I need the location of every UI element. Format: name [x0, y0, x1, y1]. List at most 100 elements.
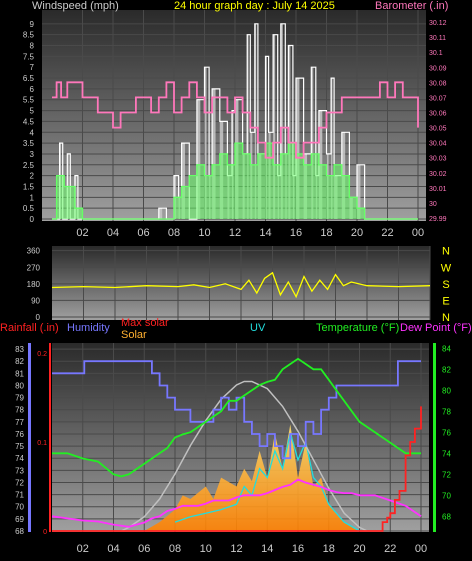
wind-x-tick-label: 00	[412, 227, 424, 239]
th-x-tick-label: 08	[169, 543, 181, 555]
wind-gust-bar	[158, 208, 163, 219]
humidity-y-tick-label: 77	[15, 418, 24, 427]
avg-wind-bar	[334, 164, 342, 219]
wind-baro-ticks: 02 04 06 08 10 12 14 16 18 20 22 0000.511.522.533.5…	[23, 20, 447, 239]
baro-y-tick-label: 30.09	[429, 65, 447, 72]
baro-axis-label: Barometer (.in)	[375, 0, 448, 12]
solar-axis-label: Solar	[121, 329, 147, 341]
rainfall-line	[52, 406, 422, 532]
temp-y-tick-label: 76	[442, 428, 451, 437]
avg-wind-bar	[242, 153, 251, 219]
wind-y-tick-label: 0.5	[23, 204, 35, 213]
wind-y-tick-label: 3	[30, 150, 35, 159]
temp-y-tick-label: 82	[442, 365, 451, 374]
humidity-axis-bar	[28, 343, 31, 532]
max-solar-line	[120, 380, 368, 532]
dew-axis-label: Dew Point (°F)	[400, 322, 472, 334]
wind-direction-series	[51, 271, 431, 299]
wind-gust-bar	[265, 56, 267, 219]
temp-y-tick-label: 72	[442, 470, 451, 479]
dir-y-tick-label: 270	[27, 263, 41, 272]
avg-wind-bar	[349, 197, 357, 219]
avg-wind-bar	[235, 143, 243, 219]
dir-y-tick-label: 360	[27, 247, 41, 256]
th-x-tick-label: 18	[323, 543, 335, 555]
th-x-tick-label: 10	[200, 543, 212, 555]
solar-area	[144, 424, 360, 531]
avg-wind-bar	[273, 164, 281, 219]
humidity-y-tick-label: 73	[15, 466, 24, 475]
wind-baro-panel: 02 04 06 08 10 12 14 16 18 20 22 0000.511.522.533.5…	[23, 0, 448, 239]
dew-point-line	[51, 478, 422, 528]
avg-wind-bar	[64, 186, 75, 219]
humidity-y-tick-label: 80	[15, 381, 24, 390]
baro-y-tick-label: 30.1	[429, 50, 443, 57]
wind-y-tick-label: 5	[30, 107, 35, 116]
avg-wind-bar	[181, 186, 190, 219]
wind-gust-bar	[280, 23, 283, 220]
wind-y-tick-label: 6	[30, 85, 35, 94]
wind-y-tick-label: 7.5	[23, 52, 35, 61]
avg-wind-bar	[204, 175, 213, 219]
baro-y-tick-label: 30.11	[429, 35, 446, 42]
rain-y-tick-label: 0.1	[37, 440, 47, 447]
baro-y-tick-label: 30.07	[429, 95, 447, 102]
wind-direction-ticks: 360 N 270 W 180 S 90 E 0 N	[27, 246, 452, 324]
wind-y-tick-label: 4.5	[23, 117, 35, 126]
th-x-tick-label: 06	[138, 543, 150, 555]
wind-y-tick-label: 5.5	[23, 96, 35, 105]
wind-gust-bar	[196, 99, 201, 219]
avg-wind-bar	[357, 208, 365, 219]
avg-wind-line	[52, 142, 418, 220]
avg-wind-bar	[265, 143, 274, 219]
wind-x-tick-label: 12	[229, 227, 241, 239]
temp-humidity-ticks: 68 69 70 71 72 73 74 75 76 77 78 79 80 81 82 83 0 0.1 0.2 6…	[15, 343, 451, 555]
maxsolar-axis-label: Max solar	[121, 317, 169, 329]
wind-gust-bar	[357, 164, 361, 219]
temp-y-tick-label: 70	[442, 491, 451, 500]
wind-direction-panel: 360 N 270 W 180 S 90 E 0 N	[27, 246, 452, 324]
wind-y-tick-label: 1.5	[23, 182, 35, 191]
temp-y-tick-label: 80	[442, 386, 451, 395]
wind-y-tick-label: 3.5	[23, 139, 35, 148]
baro-y-tick-label: 30.06	[429, 110, 447, 117]
th-x-tick-label: 02	[77, 543, 89, 555]
wind-x-tick-label: 06	[137, 227, 149, 239]
avg-wind-bar	[56, 175, 65, 219]
humidity-y-tick-label: 75	[15, 442, 24, 451]
humidity-y-tick-label: 71	[15, 491, 24, 500]
wind-y-tick-label: 4	[30, 128, 35, 137]
humidity-axis-label: Humidity	[67, 322, 110, 334]
baro-y-tick-label: 30.02	[429, 171, 447, 178]
humidity-y-tick-label: 72	[15, 478, 24, 487]
rain-y-tick-label: 0	[43, 529, 47, 536]
th-x-tick-label: 16	[292, 543, 304, 555]
wind-axis-label: Windspeed (mph)	[32, 0, 119, 12]
th-x-tick-label: 00	[415, 543, 427, 555]
wind-gust-bar	[296, 78, 300, 219]
wind-y-tick-label: 8.5	[23, 31, 35, 40]
temp-y-tick-label: 68	[442, 512, 451, 521]
temp-humidity-series	[51, 357, 422, 532]
th-x-tick-label: 22	[384, 543, 396, 555]
uv-axis-label: UV	[250, 322, 266, 334]
compass-label: E	[442, 295, 449, 307]
wind-direction-line	[51, 271, 431, 299]
avg-wind-bar	[227, 164, 235, 219]
dir-y-tick-label: 0	[36, 313, 41, 322]
wind-x-tick-label: 16	[290, 227, 302, 239]
wind-y-tick-label: 2.5	[23, 161, 35, 170]
wind-x-tick-label: 04	[107, 227, 119, 239]
wind-y-tick-label: 1	[30, 193, 35, 202]
compass-label: N	[442, 246, 450, 258]
avg-wind-bar	[74, 208, 83, 219]
temp-y-tick-label: 78	[442, 407, 451, 416]
compass-label: S	[442, 279, 449, 291]
humidity-line	[52, 360, 421, 460]
baro-y-tick-label: 30.04	[429, 141, 447, 148]
avg-wind-bar	[288, 143, 296, 219]
wind-baro-series	[52, 23, 419, 220]
rain-axis-label: Rainfall (.in)	[0, 322, 59, 334]
wind-x-tick-label: 02	[76, 227, 88, 239]
humidity-y-tick-label: 74	[15, 454, 24, 463]
